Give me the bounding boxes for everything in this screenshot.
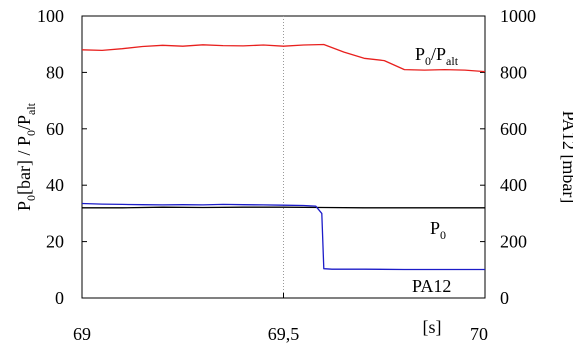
- right-tick-label: 800: [500, 62, 527, 82]
- legend-label-pa12: PA12: [412, 276, 451, 296]
- legend-label-p0: P0: [430, 218, 446, 242]
- series-line-pa12: [81, 202, 485, 271]
- left-tick-label: 20: [46, 232, 64, 252]
- left-tick-label: 40: [46, 175, 64, 195]
- x-tick-label: 69,5: [268, 324, 300, 344]
- x-axis-title: [s]: [423, 317, 442, 337]
- right-tick-label: 200: [500, 232, 527, 252]
- left-tick-label: 80: [46, 62, 64, 82]
- right-axis-ticks: 0 200 400 600 800 1000: [480, 6, 536, 308]
- left-axis-ticks: 0 20 40 60 80 100: [37, 6, 87, 308]
- series-line-p0-palt: [81, 43, 486, 73]
- right-tick-label: 0: [500, 288, 509, 308]
- series-line-p0: [82, 206, 485, 209]
- left-tick-label: 60: [46, 119, 64, 139]
- left-axis-title: P0[bar] / P0/Palt: [14, 102, 38, 211]
- left-tick-label: 0: [55, 288, 64, 308]
- right-tick-label: 600: [500, 119, 527, 139]
- right-axis-title: PA12 [mbar]: [559, 111, 573, 204]
- right-tick-label: 1000: [500, 6, 536, 26]
- x-tick-label: 69: [73, 324, 91, 344]
- series-layer: [81, 43, 486, 271]
- right-tick-label: 400: [500, 175, 527, 195]
- x-tick-label: 70: [470, 324, 488, 344]
- x-axis-ticks: 69 69,5 70: [73, 293, 488, 344]
- legend-label-p0-palt: P0/Palt: [415, 44, 459, 68]
- left-tick-label: 100: [37, 6, 64, 26]
